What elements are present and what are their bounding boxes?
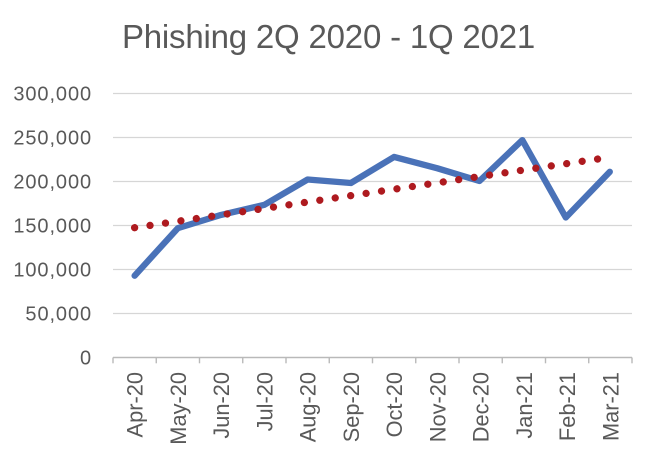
svg-text:Mar-21: Mar-21 <box>598 372 623 441</box>
svg-text:Feb-21: Feb-21 <box>555 372 580 441</box>
svg-text:Jul-20: Jul-20 <box>252 372 277 431</box>
svg-text:Apr-20: Apr-20 <box>123 372 148 437</box>
svg-text:150,000: 150,000 <box>13 216 92 238</box>
svg-text:Jun-20: Jun-20 <box>209 372 234 439</box>
svg-text:0: 0 <box>80 348 92 370</box>
svg-text:50,000: 50,000 <box>25 304 92 326</box>
svg-text:Sep-20: Sep-20 <box>339 372 364 442</box>
svg-text:300,000: 300,000 <box>13 84 92 106</box>
svg-text:Aug-20: Aug-20 <box>296 372 321 442</box>
svg-text:Oct-20: Oct-20 <box>382 372 407 437</box>
svg-text:May-20: May-20 <box>166 372 191 445</box>
svg-text:250,000: 250,000 <box>13 128 92 150</box>
svg-text:200,000: 200,000 <box>13 172 92 194</box>
svg-text:100,000: 100,000 <box>13 260 92 282</box>
svg-text:Jan-21: Jan-21 <box>512 372 537 439</box>
svg-text:Nov-20: Nov-20 <box>425 372 450 442</box>
svg-text:Dec-20: Dec-20 <box>469 372 494 442</box>
